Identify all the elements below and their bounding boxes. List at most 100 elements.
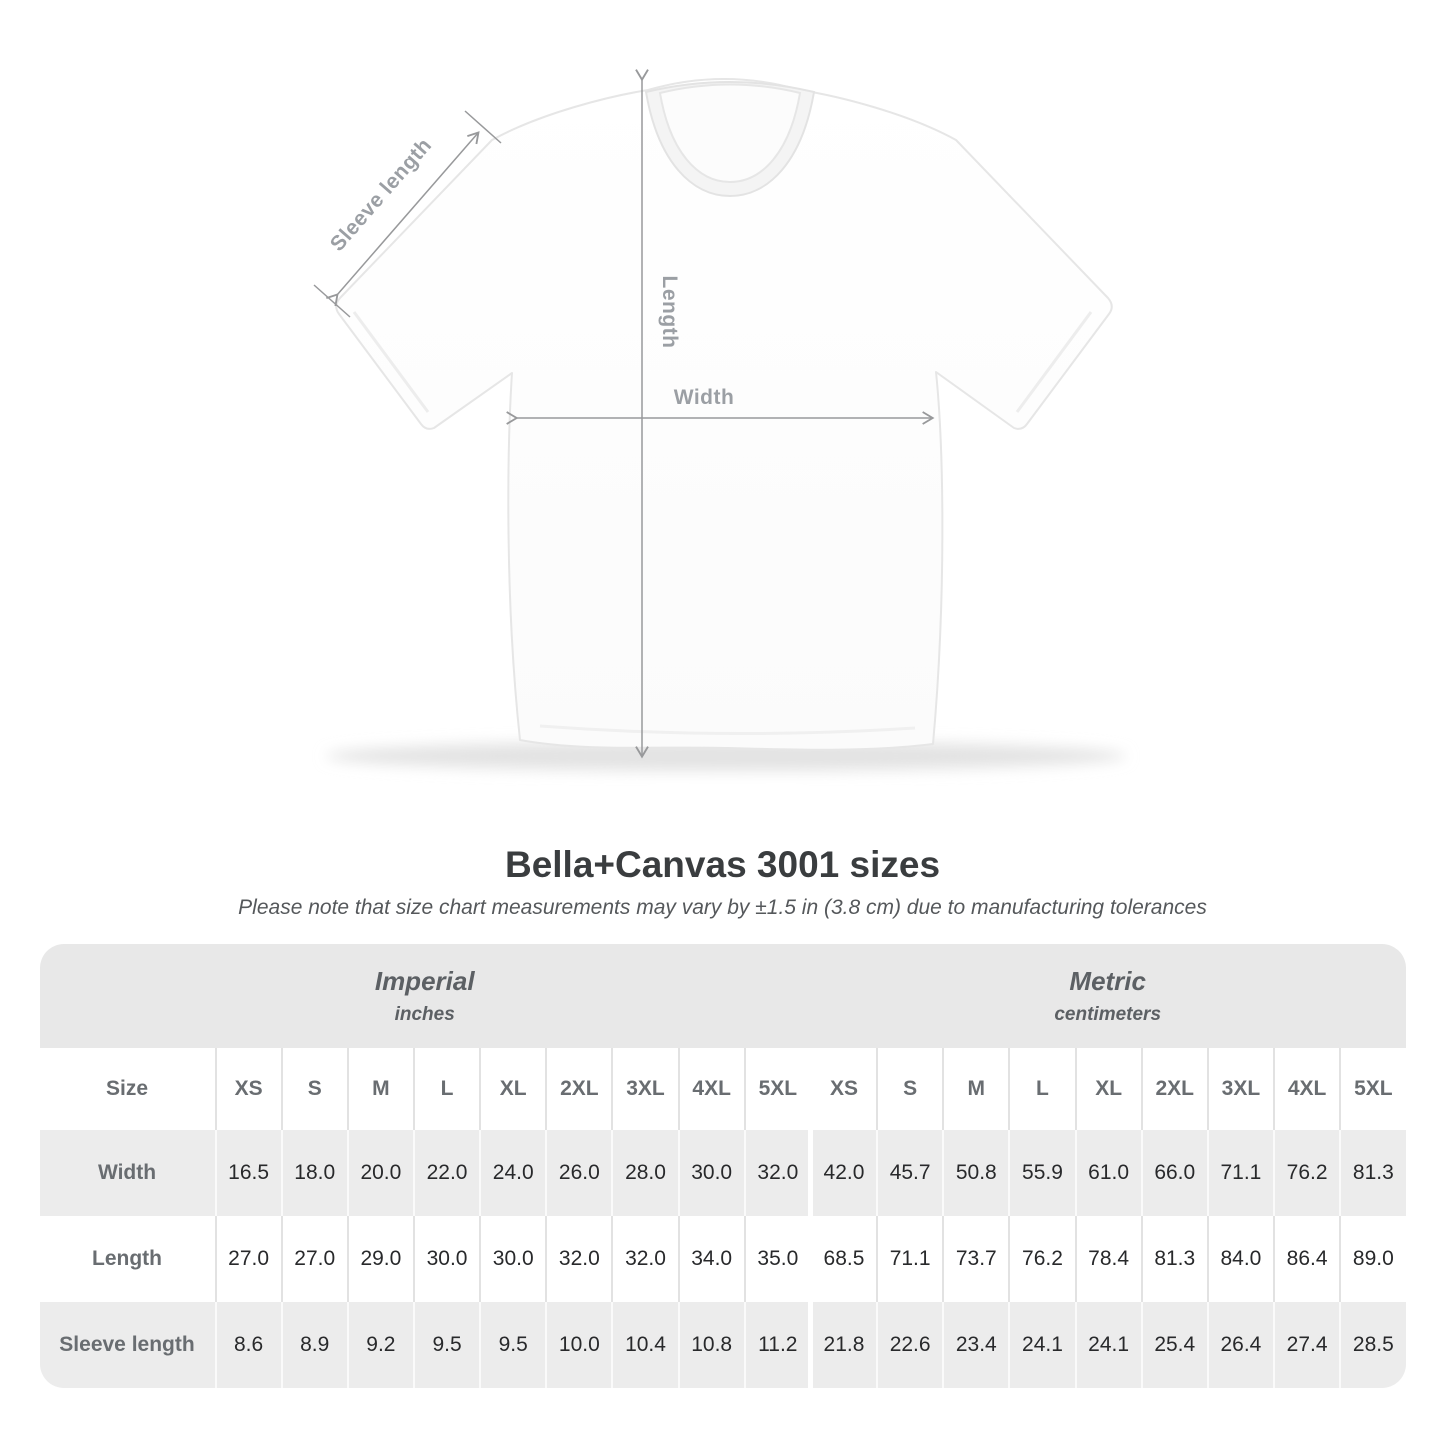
value-cell: 66.0 <box>1140 1130 1207 1216</box>
value-cell: 18.0 <box>280 1130 347 1216</box>
value-cell: 81.3 <box>1339 1130 1406 1216</box>
value-cell: 73.7 <box>942 1216 1009 1302</box>
shirt-shadow <box>326 741 1126 771</box>
value-cell: 20.0 <box>346 1130 413 1216</box>
value-cell: 8.6 <box>214 1302 281 1388</box>
metric-label: Metric <box>1069 966 1146 996</box>
row-label: Sleeve length <box>39 1302 215 1388</box>
value-cell: 32.0 <box>545 1216 612 1302</box>
value-cell: 76.2 <box>1273 1130 1340 1216</box>
value-cell: 68.5 <box>809 1216 877 1302</box>
value-cell: 30.0 <box>677 1130 744 1216</box>
size-header-imperial-s: S <box>280 1048 347 1130</box>
length-label: Length <box>658 276 681 349</box>
width-label: Width <box>674 386 735 409</box>
size-header-metric-l: L <box>1008 1048 1075 1130</box>
value-cell: 27.0 <box>214 1216 281 1302</box>
size-header-imperial-xs: XS <box>214 1048 281 1130</box>
size-header-imperial-m: M <box>346 1048 413 1130</box>
value-cell: 27.4 <box>1273 1302 1340 1388</box>
value-cell: 11.2 <box>743 1302 810 1388</box>
imperial-unit: inches <box>394 1004 455 1025</box>
value-cell: 27.0 <box>280 1216 347 1302</box>
value-cell: 34.0 <box>677 1216 744 1302</box>
value-cell: 9.2 <box>346 1302 413 1388</box>
value-cell: 24.1 <box>1074 1302 1141 1388</box>
value-cell: 84.0 <box>1206 1216 1273 1302</box>
value-cell: 71.1 <box>1206 1130 1273 1216</box>
unit-header-row: Imperial inches Metric centimeters <box>39 944 1406 1048</box>
value-cell: 10.0 <box>545 1302 612 1388</box>
tshirt-graphic <box>335 78 1113 751</box>
size-chart: Imperial inches Metric centimeters Size … <box>39 944 1406 1388</box>
value-cell: 30.0 <box>412 1216 480 1302</box>
metric-unit: centimeters <box>1054 1004 1162 1025</box>
value-cell: 10.8 <box>677 1302 744 1388</box>
value-cell: 8.9 <box>280 1302 347 1388</box>
unit-section-divider <box>807 1048 813 1388</box>
value-cell: 32.0 <box>743 1130 810 1216</box>
value-cell: 45.7 <box>876 1130 943 1216</box>
size-header-metric-m: M <box>942 1048 1009 1130</box>
size-header-metric-s: S <box>876 1048 943 1130</box>
value-cell: 32.0 <box>611 1216 678 1302</box>
size-header-metric-4xl: 4XL <box>1273 1048 1340 1130</box>
value-cell: 35.0 <box>743 1216 810 1302</box>
value-cell: 22.0 <box>412 1130 480 1216</box>
size-header-imperial-xl: XL <box>479 1048 546 1130</box>
size-header-imperial-5xl: 5XL <box>743 1048 810 1130</box>
value-cell: 9.5 <box>412 1302 480 1388</box>
value-cell: 50.8 <box>942 1130 1009 1216</box>
tolerance-note: Please note that size chart measurements… <box>238 896 1207 919</box>
collar-inner <box>658 83 802 184</box>
size-header-imperial-3xl: 3XL <box>611 1048 678 1130</box>
page-title: Bella+Canvas 3001 sizes <box>504 844 941 885</box>
value-cell: 21.8 <box>809 1302 877 1388</box>
value-cell: 28.5 <box>1339 1302 1406 1388</box>
row-label: Width <box>39 1130 215 1216</box>
tshirt-measurement-diagram: Sleeve length Length Width <box>313 69 1126 771</box>
value-cell: 22.6 <box>876 1302 943 1388</box>
row-label: Length <box>39 1216 215 1302</box>
value-cell: 86.4 <box>1273 1216 1340 1302</box>
value-cell: 23.4 <box>942 1302 1009 1388</box>
value-cell: 16.5 <box>214 1130 281 1216</box>
size-column-header: Size <box>39 1048 215 1130</box>
imperial-header: Imperial inches <box>39 944 810 1048</box>
size-header-imperial-2xl: 2XL <box>545 1048 612 1130</box>
value-cell: 89.0 <box>1339 1216 1406 1302</box>
imperial-label: Imperial <box>374 966 475 996</box>
value-cell: 30.0 <box>479 1216 546 1302</box>
value-cell: 10.4 <box>611 1302 678 1388</box>
size-header-metric-5xl: 5XL <box>1339 1048 1406 1130</box>
size-header-metric-3xl: 3XL <box>1206 1048 1273 1130</box>
size-header-imperial-4xl: 4XL <box>677 1048 744 1130</box>
value-cell: 42.0 <box>809 1130 877 1216</box>
value-cell: 24.1 <box>1008 1302 1075 1388</box>
size-header-imperial-l: L <box>412 1048 480 1130</box>
value-cell: 81.3 <box>1140 1216 1207 1302</box>
size-header-metric-xl: XL <box>1074 1048 1141 1130</box>
value-cell: 25.4 <box>1140 1302 1207 1388</box>
value-cell: 76.2 <box>1008 1216 1075 1302</box>
table-row-length: Length 27.0 27.0 29.0 30.0 30.0 32.0 32.0 34.0 35… <box>39 1216 1406 1302</box>
metric-header: Metric centimeters <box>809 944 1406 1048</box>
sleeve-length-arrow <box>313 110 502 318</box>
value-cell: 71.1 <box>876 1216 943 1302</box>
value-cell: 78.4 <box>1074 1216 1141 1302</box>
table-row-sleeve-length: Sleeve length 8.6 8.9 9.2 9.5 9.5 10.0 10.4 10.8… <box>39 1302 1406 1388</box>
value-cell: 28.0 <box>611 1130 678 1216</box>
table-row-width: Width 16.5 18.0 20.0 22.0 24.0 26.0 28.0 30.0 32.… <box>39 1130 1406 1216</box>
size-header-row: Size XS S M L XL 2XL 3XL 4XL 5XL XS S M L XL 2XL 3XL 4XL… <box>39 1048 1406 1130</box>
size-chart-table: Imperial inches Metric centimeters Size … <box>39 944 1406 1388</box>
value-cell: 26.4 <box>1206 1302 1273 1388</box>
value-cell: 26.0 <box>545 1130 612 1216</box>
value-cell: 24.0 <box>479 1130 546 1216</box>
size-header-metric-2xl: 2XL <box>1140 1048 1207 1130</box>
value-cell: 55.9 <box>1008 1130 1075 1216</box>
value-cell: 29.0 <box>346 1216 413 1302</box>
value-cell: 9.5 <box>479 1302 546 1388</box>
value-cell: 61.0 <box>1074 1130 1141 1216</box>
size-header-metric-xs: XS <box>809 1048 877 1130</box>
